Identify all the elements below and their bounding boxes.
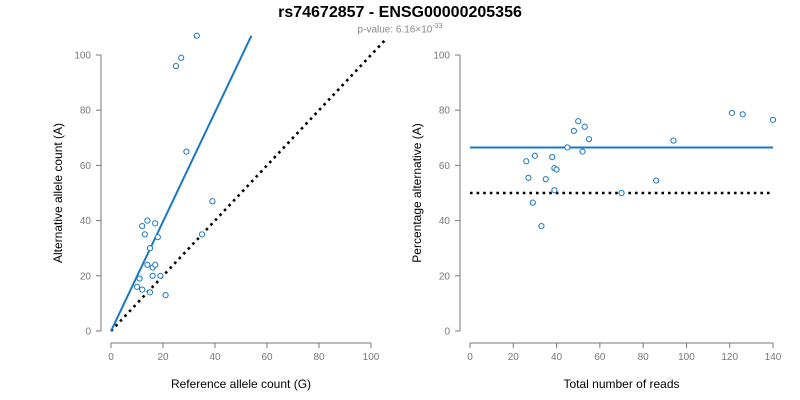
panel-2-x-tick-label-3: 60 — [594, 352, 606, 363]
panel-2-y-tick-label-0: 0 — [444, 327, 450, 338]
panel-1-point-16 — [172, 62, 180, 70]
panel-1-x-axis-label: Reference allele count (G) — [171, 377, 311, 391]
panel-1-point-6 — [144, 261, 151, 268]
panel-1-point-12 — [152, 261, 159, 268]
panel-2-point-11 — [570, 127, 577, 134]
panel-1-point-11 — [152, 220, 159, 227]
panel-1-y-tick-label-5: 100 — [74, 51, 91, 62]
panel-1-x-tick-label-1: 20 — [157, 352, 169, 363]
chart-subtitle: p-value: 6.16×10-33 — [0, 23, 800, 35]
panel-2-y-tick-label-5: 100 — [433, 51, 450, 62]
panel-1-point-20 — [198, 231, 206, 238]
panel-1-point-5 — [144, 217, 151, 224]
panel-2-point-4 — [538, 223, 545, 230]
panel-1-x-tick-label-5: 100 — [363, 352, 380, 363]
panel-1-point-18 — [183, 148, 190, 155]
p-value-exponent: -33 — [432, 23, 443, 30]
panel-1-y-tick-label-4: 80 — [80, 106, 92, 117]
panel-1-y-tick-label-1: 20 — [80, 271, 92, 282]
panel-2-y-tick-label-4: 80 — [439, 106, 451, 117]
panel-2-y-tick-label-2: 40 — [439, 216, 451, 227]
panel-2-x-tick-label-1: 20 — [508, 352, 520, 363]
panel-1-point-17 — [178, 54, 185, 61]
p-value-prefix: p-value: 6.16×10 — [357, 24, 433, 36]
panel-1-point-2 — [139, 286, 146, 293]
panel-2-point-8 — [551, 187, 558, 194]
panel-2-point-12 — [575, 118, 582, 125]
panel-2-x-axis-label: Total number of reads — [563, 377, 679, 391]
panel-2-point-16 — [618, 189, 625, 197]
panel-1-point-4 — [141, 231, 148, 238]
panel-2-point-6 — [549, 154, 556, 161]
panel-1-reference-line — [110, 37, 388, 332]
panel-1-point-10 — [149, 272, 156, 279]
panel-2-point-3 — [531, 152, 539, 159]
panel-1-point-0 — [133, 283, 141, 290]
panel-2-point-18 — [670, 137, 677, 144]
panel-1-y-axis-label: Alternative allele count (A) — [51, 123, 65, 263]
panel-2-x-tick-label-2: 40 — [551, 352, 563, 363]
panel-2-point-2 — [529, 199, 536, 206]
panel-2-x-tick-label-4: 80 — [638, 352, 650, 363]
panel-2-point-20 — [739, 111, 746, 118]
panel-2-x-tick-label-6: 120 — [721, 352, 738, 363]
panel-2-x-tick-label-5: 100 — [678, 352, 695, 363]
panel-2-y-tick-label-3: 60 — [439, 161, 451, 172]
panel-1-x-tick-label-3: 60 — [261, 352, 273, 363]
panel-1-point-1 — [136, 275, 143, 282]
panel-1-point-14 — [157, 272, 164, 279]
panel-2-point-13 — [579, 148, 586, 155]
panel-1-x-tick-label-0: 0 — [108, 352, 114, 363]
panel-2-point-21 — [769, 116, 777, 123]
panel-1-point-7 — [146, 289, 154, 296]
panel-1-y-tick-label-3: 60 — [80, 161, 92, 172]
panel-2-point-9 — [553, 166, 560, 173]
panel-1-y-tick-label-2: 40 — [80, 216, 92, 227]
panel-2-point-5 — [542, 176, 549, 183]
panel-1-fit-line — [110, 35, 253, 332]
panel-2-x-tick-label-7: 140 — [765, 352, 782, 363]
panel-2-x-tick-label-0: 0 — [467, 352, 473, 363]
panel-1-y-tick-label-0: 0 — [85, 327, 91, 338]
panel-2-point-14 — [581, 123, 588, 130]
panel-2-point-0 — [523, 158, 530, 165]
panel-1-x-tick-label-4: 80 — [313, 352, 325, 363]
panel-2-y-tick-label-1: 20 — [439, 271, 451, 282]
panel-1-point-13 — [154, 234, 161, 241]
panel-2-point-15 — [585, 136, 593, 143]
panel-1-point-8 — [146, 245, 154, 252]
panel-2-point-1 — [525, 174, 532, 181]
panel-2-point-17 — [653, 177, 660, 184]
panel-1-point-15 — [162, 292, 169, 299]
panel-1-point-21 — [209, 198, 216, 205]
panel-1-x-tick-label-2: 40 — [209, 352, 221, 363]
panel-1-point-3 — [139, 223, 146, 230]
panel-2-point-19 — [728, 109, 735, 117]
panel-1-point-19 — [193, 32, 200, 39]
panel-2-point-10 — [564, 144, 571, 151]
panel-2-y-axis-label: Percentage alternative (A) — [410, 123, 424, 262]
chart-title: rs74672857 - ENSG00000205356 — [278, 4, 522, 21]
